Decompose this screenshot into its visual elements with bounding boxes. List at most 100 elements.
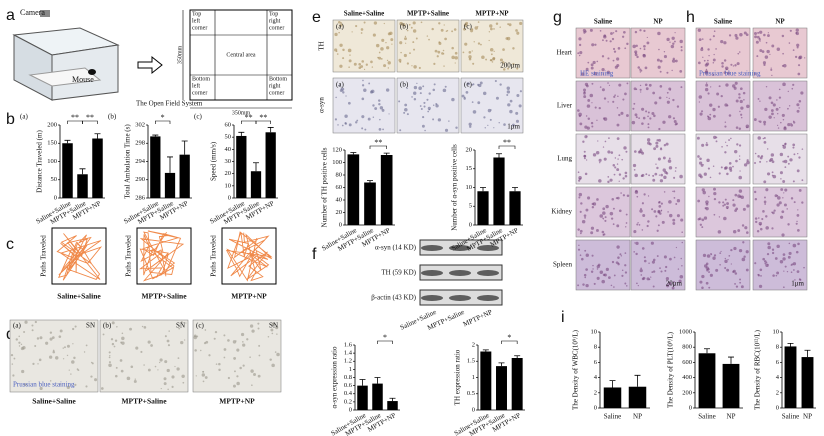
texture	[502, 68, 506, 71]
texture	[583, 157, 586, 160]
texture	[432, 88, 436, 92]
texture	[448, 120, 450, 122]
texture	[724, 198, 727, 201]
error-bar	[181, 140, 188, 155]
texture	[746, 204, 750, 208]
texture	[18, 341, 21, 344]
texture	[18, 345, 21, 347]
texture	[15, 338, 18, 341]
bar	[603, 387, 622, 408]
texture	[671, 286, 675, 290]
texture	[666, 37, 670, 42]
texture	[763, 120, 767, 124]
texture	[704, 87, 709, 92]
texture	[591, 206, 595, 209]
texture	[182, 381, 185, 384]
texture	[477, 83, 480, 86]
texture	[762, 257, 766, 261]
texture	[632, 107, 635, 110]
texture	[634, 50, 638, 54]
texture	[734, 193, 738, 197]
micrograph	[332, 19, 396, 73]
texture	[489, 59, 492, 62]
texture	[721, 145, 723, 148]
texture	[490, 53, 493, 56]
texture	[583, 91, 586, 94]
texture	[770, 157, 774, 162]
y-tick-label: 1000	[679, 328, 692, 335]
texture	[66, 385, 70, 389]
texture	[782, 286, 785, 289]
texture	[204, 376, 208, 379]
texture	[768, 115, 772, 119]
x-tick-label: NP	[727, 413, 736, 421]
texture	[66, 354, 69, 357]
texture	[271, 363, 275, 368]
texture	[167, 344, 171, 347]
texture	[786, 208, 788, 210]
texture	[253, 373, 257, 376]
texture	[672, 222, 676, 225]
texture	[121, 332, 124, 335]
texture	[636, 223, 639, 226]
texture	[730, 63, 733, 66]
texture	[36, 337, 40, 340]
texture	[642, 116, 646, 120]
texture	[594, 106, 597, 109]
x-tick-label: Saline	[782, 413, 800, 421]
texture	[85, 385, 88, 388]
texture	[632, 163, 637, 168]
texture	[577, 52, 580, 55]
bar	[698, 353, 716, 408]
texture	[404, 103, 408, 107]
texture	[712, 256, 716, 260]
texture	[351, 31, 353, 33]
texture	[616, 63, 620, 68]
texture	[590, 63, 594, 67]
texture	[699, 112, 703, 116]
texture	[227, 339, 230, 342]
texture	[49, 337, 53, 341]
texture	[657, 201, 661, 204]
texture	[493, 50, 495, 53]
texture	[581, 257, 584, 261]
texture	[732, 199, 735, 202]
texture	[700, 48, 704, 52]
texture	[787, 90, 789, 93]
y-tick-label: 30	[225, 158, 232, 165]
y-tick-label: 2	[472, 341, 475, 348]
texture	[21, 369, 25, 374]
texture	[670, 44, 675, 49]
label: Lung	[557, 155, 572, 163]
texture	[382, 128, 384, 131]
texture	[707, 267, 710, 271]
texture	[766, 148, 769, 150]
y-tick-label: 100	[47, 158, 57, 165]
texture	[361, 97, 365, 101]
y-axis-label: Number of TH positive cells	[321, 147, 329, 227]
texture	[604, 216, 607, 219]
texture	[503, 123, 506, 126]
texture	[159, 361, 161, 364]
texture	[372, 33, 376, 37]
texture	[776, 194, 779, 197]
texture	[658, 138, 661, 142]
texture	[257, 322, 260, 325]
y-tick-label: 0.5	[467, 390, 475, 397]
texture	[618, 180, 620, 182]
texture	[507, 103, 511, 107]
texture	[577, 248, 581, 251]
texture	[641, 247, 645, 250]
texture	[635, 252, 638, 256]
texture	[22, 345, 26, 350]
texture	[491, 61, 494, 63]
texture	[632, 44, 637, 49]
texture	[719, 252, 722, 254]
texture	[703, 216, 708, 220]
texture	[780, 121, 782, 124]
texture	[111, 342, 115, 346]
y-tick-label: 60	[225, 121, 232, 128]
texture	[362, 79, 364, 82]
texture	[66, 344, 70, 348]
